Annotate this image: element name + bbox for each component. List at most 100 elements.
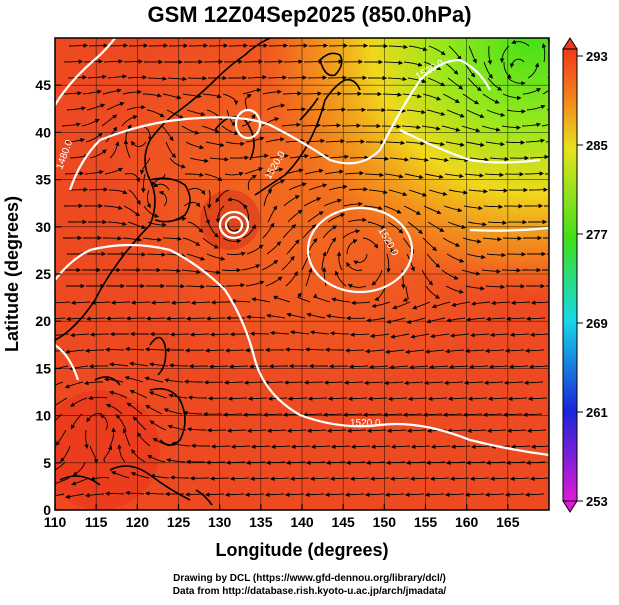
- x-tick-label: 145: [331, 514, 355, 530]
- streamline: [287, 75, 308, 80]
- wind-streamlines: [55, 38, 549, 499]
- streamline: [241, 113, 256, 127]
- streamline: [471, 301, 491, 306]
- streamline: [148, 391, 168, 399]
- streamline: [442, 237, 461, 247]
- streamline: [208, 43, 229, 48]
- streamline: [441, 125, 461, 132]
- streamline: [383, 205, 402, 214]
- streamline: [509, 476, 530, 482]
- streamline: [131, 140, 147, 147]
- streamline: [130, 300, 151, 305]
- y-tick-label: 0: [43, 502, 51, 518]
- streamline: [385, 349, 405, 354]
- streamline: [208, 364, 229, 369]
- streamline: [423, 61, 442, 71]
- streamline: [88, 187, 109, 192]
- streamline: [249, 153, 269, 159]
- streamline: [368, 364, 389, 370]
- streamline: [344, 170, 365, 176]
- credits: Drawing by DCL (https://www.gfd-dennou.o…: [0, 572, 619, 598]
- streamline: [362, 412, 383, 418]
- streamline: [283, 380, 304, 385]
- streamline: [346, 262, 363, 271]
- x-tick-label: 165: [496, 514, 520, 530]
- streamline: [487, 396, 508, 402]
- streamline: [85, 493, 105, 498]
- y-tick-label: 10: [35, 408, 51, 424]
- streamline: [84, 380, 103, 386]
- streamline: [201, 125, 220, 134]
- streamline: [128, 43, 149, 48]
- contour-label: 1520.0: [350, 418, 381, 429]
- streamline: [504, 492, 525, 498]
- streamline: [407, 396, 428, 402]
- streamline: [128, 189, 141, 205]
- colorbar-tick-label: 277: [586, 227, 608, 242]
- streamline: [229, 476, 250, 481]
- streamline: [468, 364, 489, 370]
- streamline: [443, 380, 464, 386]
- streamline: [289, 476, 310, 482]
- streamline: [383, 60, 404, 65]
- streamline: [542, 89, 549, 95]
- streamline: [408, 45, 428, 52]
- streamline: [183, 410, 203, 416]
- streamline: [365, 349, 385, 354]
- colorbar-tick-label: 253: [586, 494, 608, 509]
- streamline: [507, 77, 526, 86]
- streamline: [224, 348, 245, 353]
- streamline: [226, 428, 247, 433]
- streamline: [204, 173, 223, 182]
- streamline: [385, 140, 406, 146]
- streamline: [405, 349, 425, 355]
- streamline: [346, 239, 358, 255]
- streamline: [429, 476, 450, 482]
- streamline: [488, 364, 509, 369]
- streamline: [450, 444, 471, 450]
- streamline: [528, 364, 549, 370]
- streamline: [228, 364, 249, 369]
- streamline: [103, 236, 123, 241]
- x-axis-label: Longitude (degrees): [215, 540, 388, 560]
- streamline: [466, 317, 486, 322]
- streamline: [509, 58, 525, 68]
- streamline: [412, 301, 431, 310]
- streamline: [222, 237, 242, 244]
- streamline: [70, 397, 88, 407]
- streamline: [330, 444, 351, 450]
- streamline: [126, 402, 143, 415]
- colorbar: 253 261 269 277 285 293: [562, 37, 608, 513]
- streamline: [384, 492, 405, 498]
- streamline: [70, 300, 91, 305]
- x-tick-label: 130: [208, 514, 232, 530]
- x-tick-label: 120: [126, 514, 150, 530]
- streamline: [506, 109, 526, 114]
- streamline: [89, 149, 107, 159]
- streamline: [467, 396, 488, 402]
- credit-data: Data from http://database.rish.kyoto-u.a…: [172, 586, 447, 597]
- streamline: [106, 101, 125, 111]
- streamline: [284, 168, 304, 175]
- streamline: [407, 77, 427, 84]
- streamline: [84, 348, 104, 353]
- streamline: [509, 332, 530, 337]
- streamline: [169, 332, 190, 337]
- streamline: [167, 76, 188, 82]
- streamline: [127, 252, 147, 257]
- streamline: [463, 205, 483, 211]
- streamline: [409, 364, 429, 370]
- streamline: [65, 493, 85, 499]
- streamline: [328, 184, 348, 191]
- streamline: [326, 107, 347, 112]
- streamline: [88, 395, 108, 401]
- streamline: [447, 396, 468, 402]
- streamline: [124, 375, 144, 383]
- streamline: [141, 125, 153, 142]
- streamline: [529, 332, 549, 338]
- streamline: [482, 237, 502, 242]
- streamline: [270, 444, 291, 450]
- streamline: [526, 104, 546, 111]
- streamline: [364, 492, 385, 498]
- streamline: [353, 253, 368, 265]
